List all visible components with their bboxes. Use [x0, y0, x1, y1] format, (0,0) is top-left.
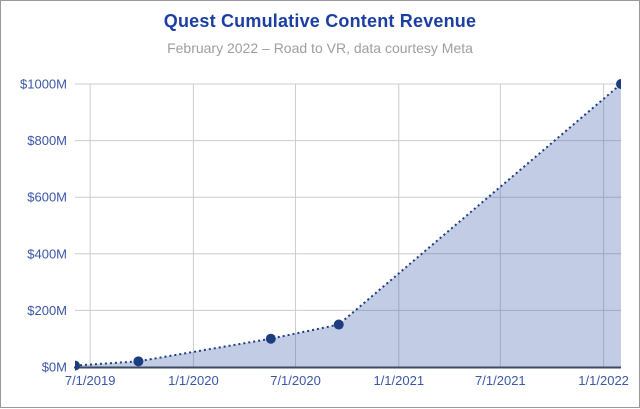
x-tick-label: 1/1/2022 [578, 373, 629, 388]
trend-line [75, 83, 621, 367]
data-point-marker [133, 356, 144, 367]
y-tick-label: $200M [27, 303, 67, 318]
x-tick-label: 7/1/2020 [270, 373, 321, 388]
x-tick-label: 7/1/2021 [475, 373, 526, 388]
y-tick-label: $400M [27, 246, 67, 261]
data-point-marker [75, 360, 80, 371]
data-point-marker [333, 319, 344, 330]
y-tick-label: $0M [42, 360, 67, 375]
x-tick-label: 1/1/2020 [168, 373, 219, 388]
data-point-marker [265, 333, 276, 344]
x-tick-label: 7/1/2019 [65, 373, 116, 388]
y-tick-label: $800M [27, 133, 67, 148]
y-tick-label: $600M [27, 190, 67, 205]
data-point-marker [616, 79, 621, 89]
chart-title: Quest Cumulative Content Revenue [163, 11, 477, 31]
chart-subtitle: February 2022 – Road to VR, data courtes… [167, 40, 473, 56]
x-tick-label: 1/1/2021 [373, 373, 424, 388]
area-fill [75, 84, 621, 367]
y-tick-label: $1000M [20, 77, 67, 92]
